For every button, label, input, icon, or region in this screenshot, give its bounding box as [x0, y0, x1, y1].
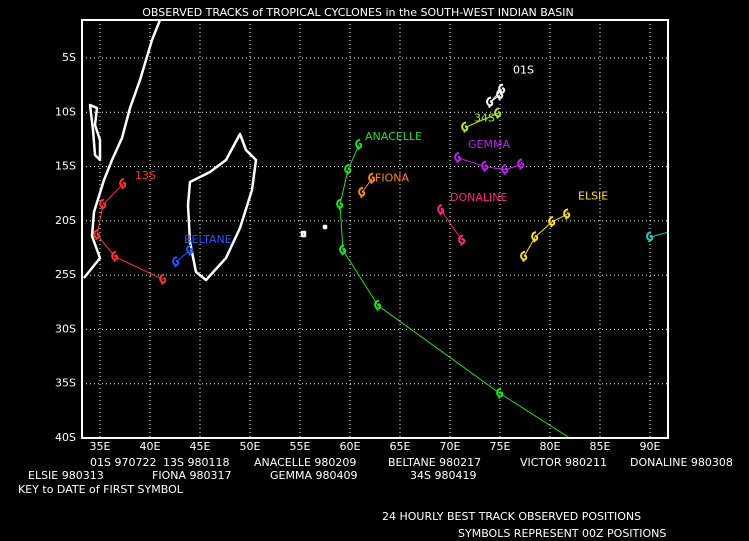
cyclone-symbol: [520, 250, 528, 263]
cyclone-symbol: [111, 250, 119, 263]
lat-tick-label: 40S: [55, 431, 76, 444]
cyclone-symbol: [646, 231, 654, 243]
storm-track: [523, 213, 568, 257]
lon-tick-label: 40E: [140, 440, 161, 453]
lon-tick-label: 35E: [90, 440, 111, 453]
lat-tick-label: 25S: [55, 268, 76, 281]
cyclone-symbol: [454, 151, 462, 164]
cyclone-symbol: [93, 228, 101, 241]
lake: [88, 103, 102, 162]
cyclone-symbol: [186, 244, 194, 256]
cyclone-symbol: [339, 244, 347, 256]
cyclone-symbol: [548, 215, 556, 228]
storm-track: [457, 157, 522, 171]
lat-tick-label: 20S: [55, 214, 76, 227]
storm-track: [649, 231, 668, 238]
storm-label: GEMMA: [468, 138, 510, 151]
cyclone-symbol: [437, 204, 445, 216]
cyclone-symbol: [461, 121, 469, 133]
cyclone-symbol: [336, 198, 344, 211]
storm-label: BELTANE: [184, 233, 232, 246]
storm-track: [440, 209, 463, 241]
lat-tick-label: 5S: [62, 51, 76, 64]
map-frame: [81, 19, 669, 439]
lon-tick-label: 85E: [590, 440, 611, 453]
cyclone-symbol: [159, 273, 167, 285]
lon-tick-label: 75E: [490, 440, 511, 453]
cyclone-symbol: [374, 299, 382, 311]
storm-label: 34S: [474, 111, 495, 124]
cyclone-symbol: [358, 186, 366, 199]
cyclone-symbol: [99, 198, 107, 211]
cyclone-symbol: [501, 163, 509, 176]
lon-tick-label: 50E: [240, 440, 261, 453]
lon-tick-label: 55E: [290, 440, 311, 453]
storm-label: FIONA: [375, 172, 409, 185]
storm-label: DONALINE: [450, 191, 507, 204]
key-entry: 13S 980118: [163, 456, 229, 469]
key-entry: VICTOR 980211: [520, 456, 607, 469]
lon-tick-label: 60E: [340, 440, 361, 453]
key-note: KEY to DATE of FIRST SYMBOL: [18, 483, 184, 496]
storm-track: [339, 144, 571, 438]
cyclone-symbol: [496, 387, 504, 399]
cyclone-symbol: [577, 440, 582, 450]
key-entry: 01S 970722: [90, 456, 156, 469]
storm-label: ANACELLE: [365, 130, 422, 143]
lon-tick-label: 70E: [440, 440, 461, 453]
key-entry: FIONA 980317: [152, 469, 231, 482]
cyclone-symbol: [563, 208, 571, 220]
cyclone-symbol: [344, 163, 352, 176]
lon-tick-label: 45E: [190, 440, 211, 453]
key-entry: DONALINE 980308: [630, 456, 733, 469]
cyclone-symbol: [494, 107, 502, 119]
africa-coast: [83, 20, 162, 279]
lat-tick-label: 35S: [55, 377, 76, 390]
lat-tick-label: 15S: [55, 160, 76, 173]
cyclone-symbol: [458, 234, 466, 246]
cyclone-symbol: [496, 88, 504, 101]
lon-tick-label: 80E: [540, 440, 561, 453]
cyclone-symbol: [355, 138, 363, 151]
island: [322, 224, 328, 230]
lat-tick-label: 10S: [55, 105, 76, 118]
cyclone-symbol: [481, 160, 489, 173]
storm-label: 13S: [135, 169, 156, 182]
cyclone-symbol: [172, 256, 180, 268]
storm-track: [464, 112, 499, 128]
footer-line: SYMBOLS REPRESENT 00Z POSITIONS: [458, 527, 666, 540]
key-entry: ELSIE 980313: [28, 469, 104, 482]
madagascar-coast: [186, 132, 258, 282]
island: [300, 230, 307, 238]
lat-tick-label: 30S: [55, 322, 76, 335]
lon-tick-label: 90E: [640, 440, 661, 453]
title: OBSERVED TRACKS of TROPICAL CYCLONES in …: [142, 6, 573, 19]
cyclone-symbol: [531, 231, 539, 243]
key-entry: GEMMA 980409: [270, 469, 357, 482]
storm-track: [96, 183, 164, 280]
cyclone-symbol: [119, 177, 127, 190]
key-entry: 34S 980419: [410, 469, 476, 482]
cyclone-symbol: [517, 158, 525, 170]
key-entry: ANACELLE 980209: [254, 456, 356, 469]
storm-label: 01S: [513, 63, 534, 76]
cyclone-symbol: [486, 96, 494, 108]
cyclone-symbol: [368, 172, 376, 184]
storm-label: ELSIE: [578, 189, 608, 202]
lon-tick-label: 65E: [390, 440, 411, 453]
key-entry: BELTANE 980217: [388, 456, 481, 469]
footer-line: 24 HOURLY BEST TRACK OBSERVED POSITIONS: [382, 510, 641, 523]
